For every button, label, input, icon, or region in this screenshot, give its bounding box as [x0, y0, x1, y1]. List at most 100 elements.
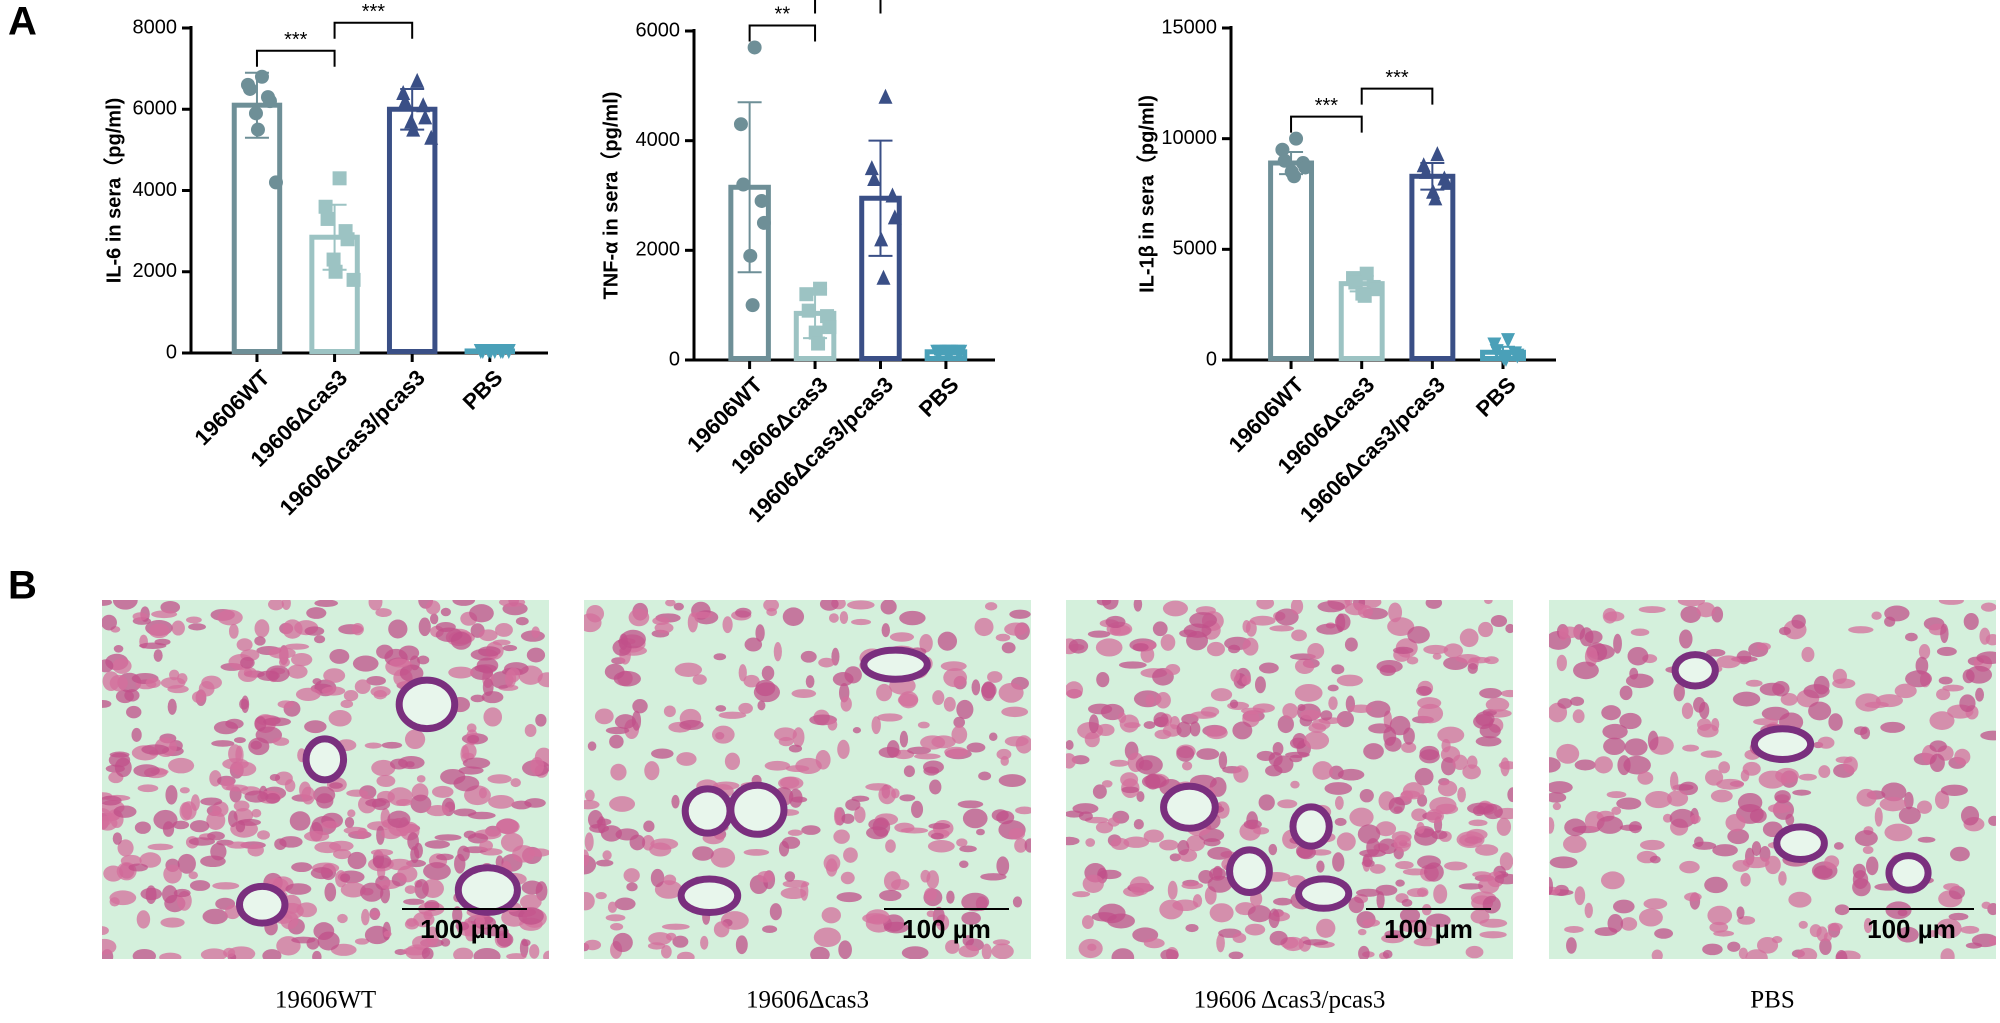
airway — [677, 875, 742, 917]
tissue — [147, 843, 174, 851]
tissue — [1435, 803, 1459, 815]
tissue — [1779, 626, 1791, 636]
tissue — [1880, 721, 1906, 733]
tissue — [207, 831, 225, 841]
tissue — [1494, 873, 1513, 885]
tissue — [1375, 884, 1398, 896]
tissue — [418, 617, 431, 637]
tissue — [805, 675, 815, 688]
tissue — [287, 664, 308, 679]
data-point — [1430, 146, 1445, 162]
tissue — [1328, 696, 1338, 710]
y-axis-label: IL-1β in sera（pg/ml) — [1135, 95, 1158, 293]
tissue — [161, 885, 178, 904]
tissue — [1496, 817, 1512, 836]
tissue — [594, 708, 614, 725]
tissue — [1160, 949, 1179, 959]
tissue — [452, 906, 463, 924]
tissue — [435, 627, 463, 643]
tissue — [1110, 837, 1130, 851]
tissue — [1612, 899, 1635, 914]
tissue — [354, 938, 370, 945]
tissue — [1316, 860, 1325, 873]
tissue — [917, 721, 930, 729]
tissue — [833, 807, 842, 826]
tissue — [903, 765, 915, 778]
data-point — [326, 252, 341, 267]
tissue — [478, 629, 498, 642]
airway — [235, 882, 289, 927]
tissue — [1205, 726, 1228, 740]
tissue — [1772, 680, 1790, 697]
tissue — [1348, 896, 1365, 914]
data-point — [733, 117, 748, 132]
tissue — [364, 742, 382, 749]
tissue — [877, 713, 903, 722]
data-point — [328, 264, 343, 279]
data-point — [801, 303, 816, 318]
tissue — [448, 666, 474, 679]
tissue — [605, 914, 626, 922]
tissue — [1096, 600, 1112, 606]
data-point — [808, 325, 823, 340]
bar — [1409, 173, 1456, 361]
tissue — [1433, 884, 1448, 904]
data-point — [1348, 275, 1363, 290]
data-point — [953, 344, 968, 360]
tissue — [1669, 808, 1696, 828]
image-caption: PBS — [1750, 987, 1794, 1014]
tissue — [304, 720, 327, 734]
tissue — [473, 948, 501, 959]
tissue — [1740, 872, 1751, 887]
tissue — [821, 907, 841, 924]
tissue — [584, 849, 590, 867]
tissue — [1275, 608, 1299, 626]
data-point — [332, 171, 347, 186]
tissue — [1470, 909, 1490, 924]
tissue — [673, 602, 684, 611]
tissue — [1015, 735, 1031, 754]
tissue — [840, 871, 855, 885]
tissue — [487, 774, 512, 784]
tissue — [838, 940, 852, 959]
tissue — [1600, 871, 1625, 890]
tissue — [1441, 757, 1456, 776]
tissue — [1929, 740, 1947, 753]
tissue — [237, 666, 258, 683]
tissue — [1292, 732, 1307, 749]
airway — [727, 781, 788, 838]
tissue — [943, 668, 968, 688]
tissue — [1269, 930, 1288, 946]
tissue — [1109, 759, 1129, 767]
tissue — [1690, 814, 1701, 824]
tissue — [1843, 756, 1858, 774]
tissue — [1936, 646, 1957, 657]
tissue — [1443, 643, 1463, 658]
data-point — [799, 287, 814, 302]
tissue — [162, 821, 175, 837]
tissue — [1317, 601, 1346, 613]
tissue — [780, 776, 800, 789]
tissue — [1269, 625, 1295, 632]
data-point — [1357, 288, 1372, 303]
tissue — [1467, 662, 1478, 674]
tissue — [1628, 821, 1642, 834]
tissue — [787, 829, 803, 836]
tissue — [241, 695, 250, 714]
data-point — [874, 231, 889, 247]
tissue — [1716, 655, 1741, 669]
tissue — [1989, 936, 1996, 946]
tissue — [235, 745, 244, 765]
tissue — [321, 820, 339, 829]
tissue — [1359, 849, 1386, 858]
tissue — [102, 926, 109, 936]
tissue — [1393, 834, 1412, 852]
tissue — [1282, 936, 1305, 952]
significance-bracket — [814, 0, 882, 14]
tissue — [475, 915, 485, 927]
tissue — [661, 945, 672, 959]
tissue — [1207, 846, 1233, 860]
tissue — [1400, 790, 1421, 798]
tissue — [1574, 886, 1586, 906]
tissue — [1466, 755, 1478, 769]
